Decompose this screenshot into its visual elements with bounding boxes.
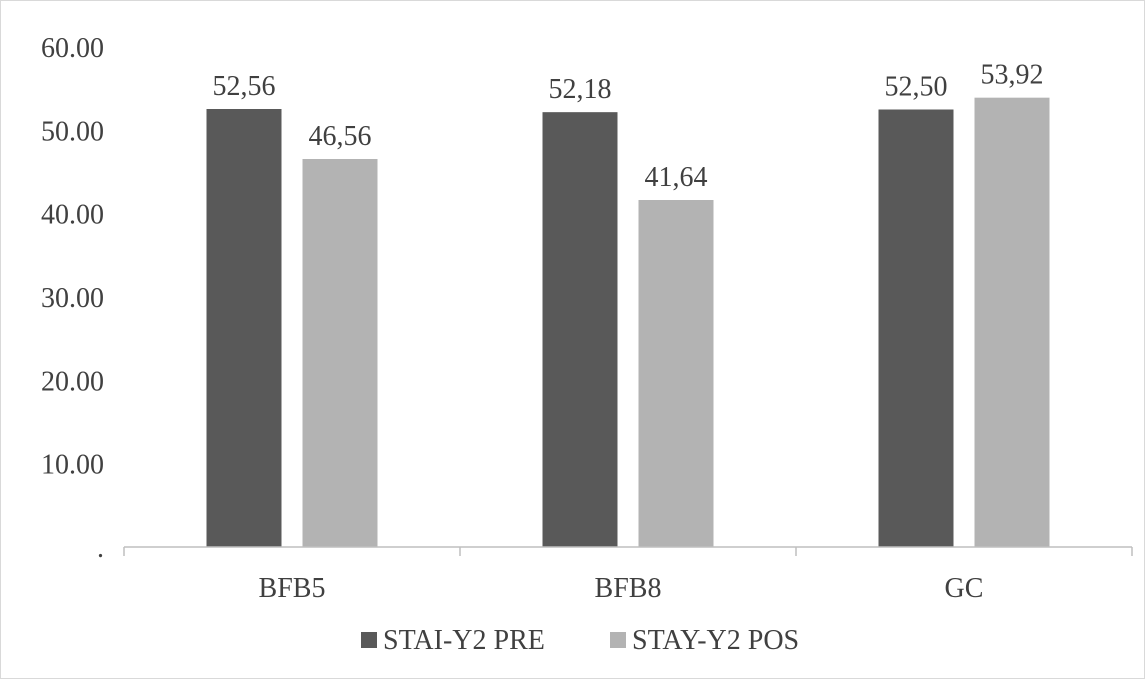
data-label: 46,56 [309,121,372,152]
bar-gc-series-2 [974,97,1050,548]
y-tick-label: 10.00 [41,450,104,481]
data-label: 52,18 [549,74,612,105]
data-label: 41,64 [645,162,708,193]
bar-bfb5-series-2 [302,159,378,547]
y-tick-label: 20.00 [41,366,104,397]
x-category-label: GC [945,573,984,604]
y-tick-label: 40.00 [41,200,104,231]
bar-bfb8-series-2 [638,200,714,547]
legend-label: STAI-Y2 PRE [383,625,545,656]
data-label: 52,50 [885,72,948,103]
y-tick-label: . [97,533,104,564]
data-label: 52,56 [213,71,276,102]
y-tick-label: 50.00 [41,116,104,147]
bar-bfb5-series-1 [206,109,282,547]
legend-label: STAY-Y2 POS [632,625,799,656]
y-axis-ticks: . 10.00 20.00 30.00 40.00 50.00 60.00 [41,33,104,564]
bar-gc-series-1 [878,109,954,547]
x-axis: BFB5 BFB8 GC [123,546,1133,604]
legend-swatch [361,632,377,648]
data-labels: 52,56 46,56 52,18 41,64 52,50 53,92 [213,60,1044,193]
y-tick-label: 60.00 [41,33,104,64]
x-category-label: BFB5 [259,573,326,604]
data-label: 53,92 [981,60,1044,91]
y-tick-label: 30.00 [41,283,104,314]
legend: STAI-Y2 PRE STAY-Y2 POS [361,625,799,656]
x-category-label: BFB8 [595,573,662,604]
bars [206,97,1050,548]
legend-swatch [610,632,626,648]
bar-bfb8-series-1 [542,112,618,548]
